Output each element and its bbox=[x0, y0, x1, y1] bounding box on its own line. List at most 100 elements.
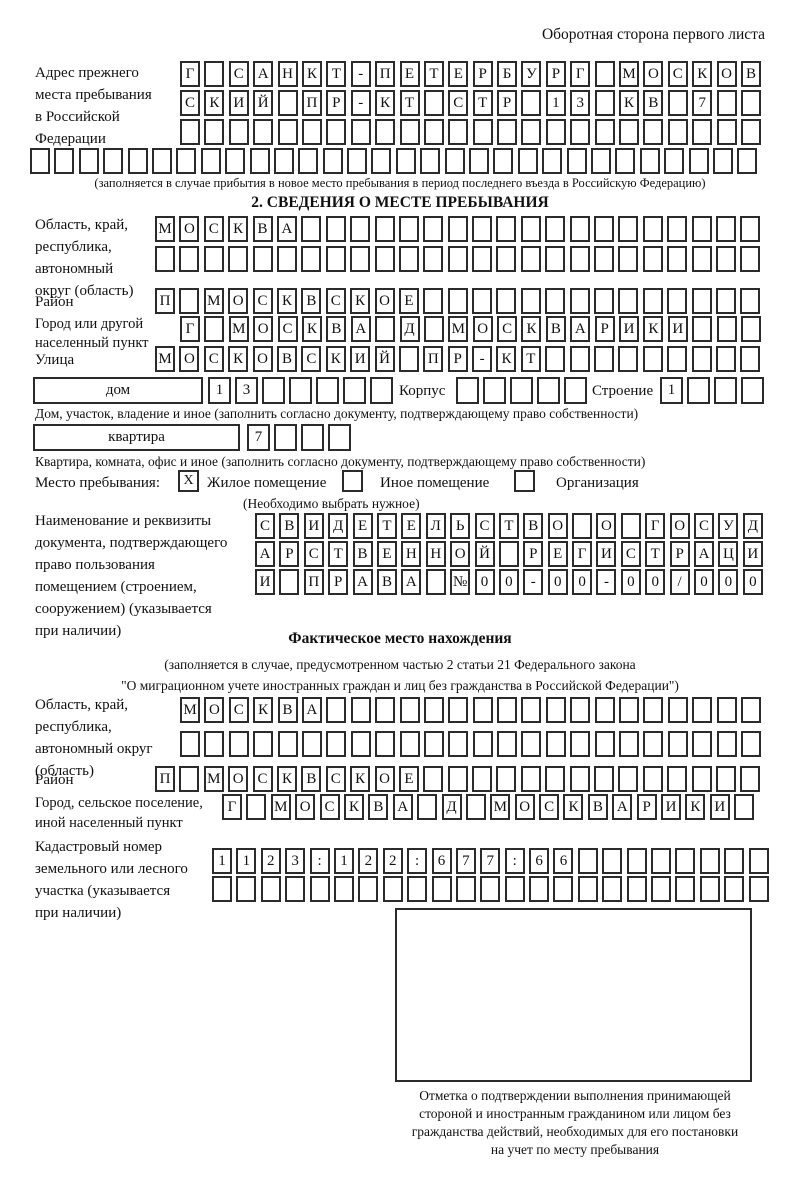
page-side-note: Оборотная сторона первого листа bbox=[541, 26, 765, 43]
char-cell bbox=[253, 731, 274, 757]
char-cell: М bbox=[619, 61, 640, 87]
char-cell bbox=[570, 119, 591, 145]
char-cell bbox=[375, 316, 396, 342]
char-cell: В bbox=[740, 61, 761, 87]
char-cell bbox=[326, 731, 347, 757]
char-cell bbox=[277, 90, 298, 116]
section2-title: 2. СВЕДЕНИЯ О МЕСТЕ ПРЕБЫВАНИЯ bbox=[251, 194, 549, 211]
char-cell: К bbox=[692, 61, 713, 87]
char-cell bbox=[228, 731, 249, 757]
char-cell: П bbox=[375, 61, 396, 87]
char-cell: 0 bbox=[498, 569, 519, 595]
char-cell: О bbox=[596, 513, 617, 539]
char-cell: К bbox=[301, 61, 322, 87]
char-cell bbox=[619, 697, 640, 723]
char-cell: О bbox=[716, 61, 737, 87]
char-cell bbox=[667, 346, 688, 372]
char-cell: Г bbox=[222, 794, 242, 820]
char-cell: О bbox=[204, 697, 225, 723]
char-cell bbox=[537, 377, 560, 404]
char-cell bbox=[399, 119, 420, 145]
char-cell: 0 bbox=[474, 569, 495, 595]
korpus-cells bbox=[456, 377, 587, 404]
prev-address-label: Адрес прежнего места пребывания в Российск… bbox=[35, 65, 152, 147]
char-cell: И bbox=[350, 346, 371, 372]
char-cell bbox=[687, 377, 710, 404]
char-cell bbox=[325, 246, 346, 272]
char-cell bbox=[594, 61, 615, 87]
char-cell: И bbox=[709, 794, 730, 820]
char-cell bbox=[472, 697, 493, 723]
char-cell bbox=[642, 766, 663, 792]
char-cell bbox=[520, 246, 541, 272]
stamp-box bbox=[395, 908, 752, 1082]
char-cell bbox=[298, 148, 319, 174]
char-cell: А bbox=[570, 316, 591, 342]
char-cell: К bbox=[350, 766, 371, 792]
char-cell: А bbox=[392, 794, 413, 820]
char-cell: Р bbox=[669, 541, 690, 567]
char-cell: Р bbox=[279, 541, 300, 567]
char-cell bbox=[343, 377, 366, 404]
char-cell bbox=[444, 148, 465, 174]
option-zhiloe-label: Жилое помещение bbox=[207, 475, 327, 491]
char-cell: М bbox=[270, 794, 291, 820]
char-cell: С bbox=[497, 316, 518, 342]
mesto-label: Место пребывания: bbox=[35, 475, 160, 491]
char-cell: - bbox=[596, 569, 617, 595]
char-cell bbox=[699, 876, 720, 902]
char-cell: Р bbox=[447, 346, 468, 372]
char-cell bbox=[398, 346, 419, 372]
char-cell bbox=[472, 766, 493, 792]
char-cell bbox=[545, 346, 566, 372]
char-cell bbox=[741, 377, 764, 404]
char-cell bbox=[618, 246, 639, 272]
char-cell bbox=[569, 216, 590, 242]
char-cell bbox=[577, 848, 598, 874]
char-cell: О bbox=[669, 513, 690, 539]
char-cell bbox=[447, 766, 468, 792]
char-cell bbox=[420, 148, 441, 174]
char-cell: Р bbox=[497, 90, 518, 116]
kvartira-cells: 7 bbox=[247, 424, 351, 451]
char-cell bbox=[618, 346, 639, 372]
char-cell: О bbox=[228, 766, 249, 792]
char-cell bbox=[724, 876, 745, 902]
char-cell bbox=[423, 766, 444, 792]
char-cell: Т bbox=[328, 541, 349, 567]
char-cell bbox=[545, 119, 566, 145]
char-cell bbox=[590, 148, 611, 174]
char-cell: Г bbox=[180, 61, 200, 87]
stroenie-cells: 1 bbox=[660, 377, 764, 404]
char-cell: 1 bbox=[236, 848, 257, 874]
char-cell bbox=[493, 148, 514, 174]
char-cell bbox=[740, 731, 761, 757]
char-cell bbox=[517, 148, 538, 174]
stroenie-label: Строение bbox=[592, 383, 654, 399]
fact-oblast-row-2 bbox=[180, 731, 761, 757]
char-cell: К bbox=[325, 346, 346, 372]
char-cell bbox=[326, 697, 347, 723]
char-cell bbox=[472, 119, 493, 145]
char-cell bbox=[521, 90, 542, 116]
char-cell bbox=[325, 216, 346, 242]
char-cell bbox=[594, 346, 615, 372]
char-cell bbox=[667, 90, 688, 116]
char-cell: А bbox=[255, 541, 275, 567]
char-cell bbox=[423, 316, 444, 342]
char-cell bbox=[740, 766, 761, 792]
char-cell: М bbox=[448, 316, 469, 342]
char-cell bbox=[615, 148, 636, 174]
char-cell: А bbox=[401, 569, 422, 595]
char-cell: В bbox=[352, 541, 373, 567]
char-cell bbox=[425, 569, 446, 595]
char-cell bbox=[716, 731, 737, 757]
char-cell bbox=[472, 246, 493, 272]
char-cell: 1 bbox=[212, 848, 232, 874]
char-cell bbox=[618, 216, 639, 242]
s2-gorod-label: Город или другой населенный пункт bbox=[35, 316, 149, 351]
char-cell bbox=[714, 377, 737, 404]
